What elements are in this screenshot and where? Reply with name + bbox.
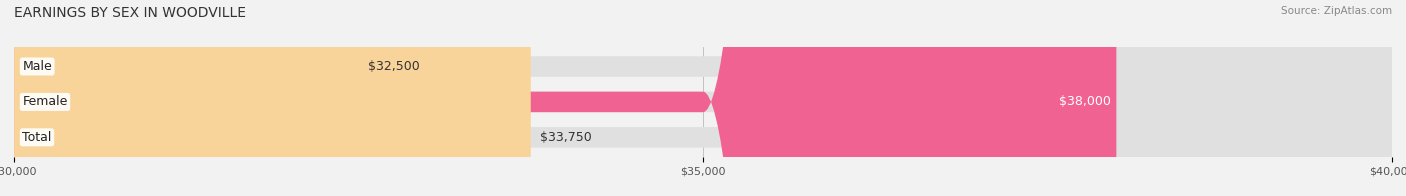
Text: Total: Total <box>22 131 52 144</box>
Text: EARNINGS BY SEX IN WOODVILLE: EARNINGS BY SEX IN WOODVILLE <box>14 6 246 20</box>
FancyBboxPatch shape <box>14 0 1392 196</box>
Text: $38,000: $38,000 <box>1059 95 1111 108</box>
Text: Female: Female <box>22 95 67 108</box>
FancyBboxPatch shape <box>0 0 427 196</box>
Text: Male: Male <box>22 60 52 73</box>
Text: Source: ZipAtlas.com: Source: ZipAtlas.com <box>1281 6 1392 16</box>
FancyBboxPatch shape <box>14 0 1392 196</box>
Text: $33,750: $33,750 <box>540 131 592 144</box>
FancyBboxPatch shape <box>14 0 1116 196</box>
FancyBboxPatch shape <box>14 0 531 196</box>
Text: $32,500: $32,500 <box>368 60 420 73</box>
FancyBboxPatch shape <box>14 0 1392 196</box>
